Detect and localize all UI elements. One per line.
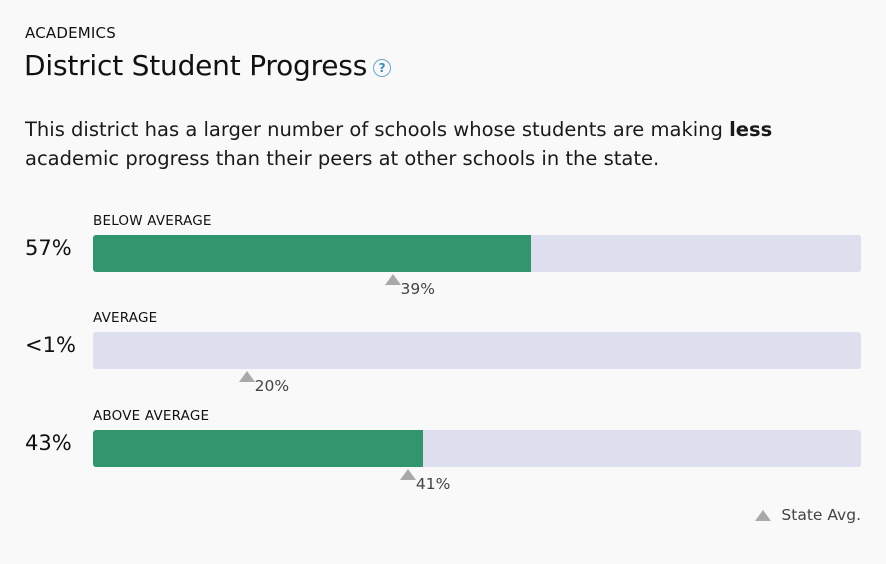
category-label: BELOW AVERAGE (93, 213, 212, 229)
state-avg-value-label: 20% (254, 377, 290, 395)
summary-text: This district has a larger number of sch… (25, 115, 825, 173)
state-avg-marker: 39% (384, 274, 435, 298)
state-avg-triangle-icon (399, 469, 416, 480)
district-value-label: <1% (25, 333, 76, 357)
category-label: AVERAGE (93, 310, 158, 326)
title-row: District Student Progress ? (24, 49, 392, 82)
state-avg-value-label: 39% (400, 280, 435, 298)
category-label: ABOVE AVERAGE (93, 408, 210, 424)
state-avg-value-label: 41% (415, 475, 451, 493)
state-avg-marker: 20% (238, 371, 290, 395)
page-title: District Student Progress (24, 49, 368, 82)
legend-label: State Avg. (781, 506, 861, 524)
summary-after: academic progress than their peers at ot… (25, 147, 660, 170)
state-avg-triangle-icon (238, 371, 255, 382)
help-icon[interactable]: ? (373, 58, 392, 77)
state-avg-triangle-icon (384, 274, 401, 285)
bar-track (93, 332, 861, 369)
chart-row: 57% BELOW AVERAGE 39% (0, 213, 886, 298)
state-avg-legend-icon (755, 509, 772, 521)
bar-track (93, 430, 861, 467)
chart-row: 43% ABOVE AVERAGE 41% (0, 408, 886, 493)
district-bar (93, 430, 424, 467)
district-value-label: 57% (25, 236, 72, 260)
state-avg-marker: 41% (399, 469, 451, 493)
district-bar (93, 235, 531, 272)
section-label: ACADEMICS (25, 24, 116, 42)
bar-track (93, 235, 861, 272)
summary-before: This district has a larger number of sch… (25, 118, 730, 141)
summary-emphasis: less (729, 118, 773, 141)
chart-row: <1% AVERAGE 20% (0, 310, 886, 395)
legend: State Avg. (755, 506, 861, 524)
district-value-label: 43% (25, 431, 72, 455)
